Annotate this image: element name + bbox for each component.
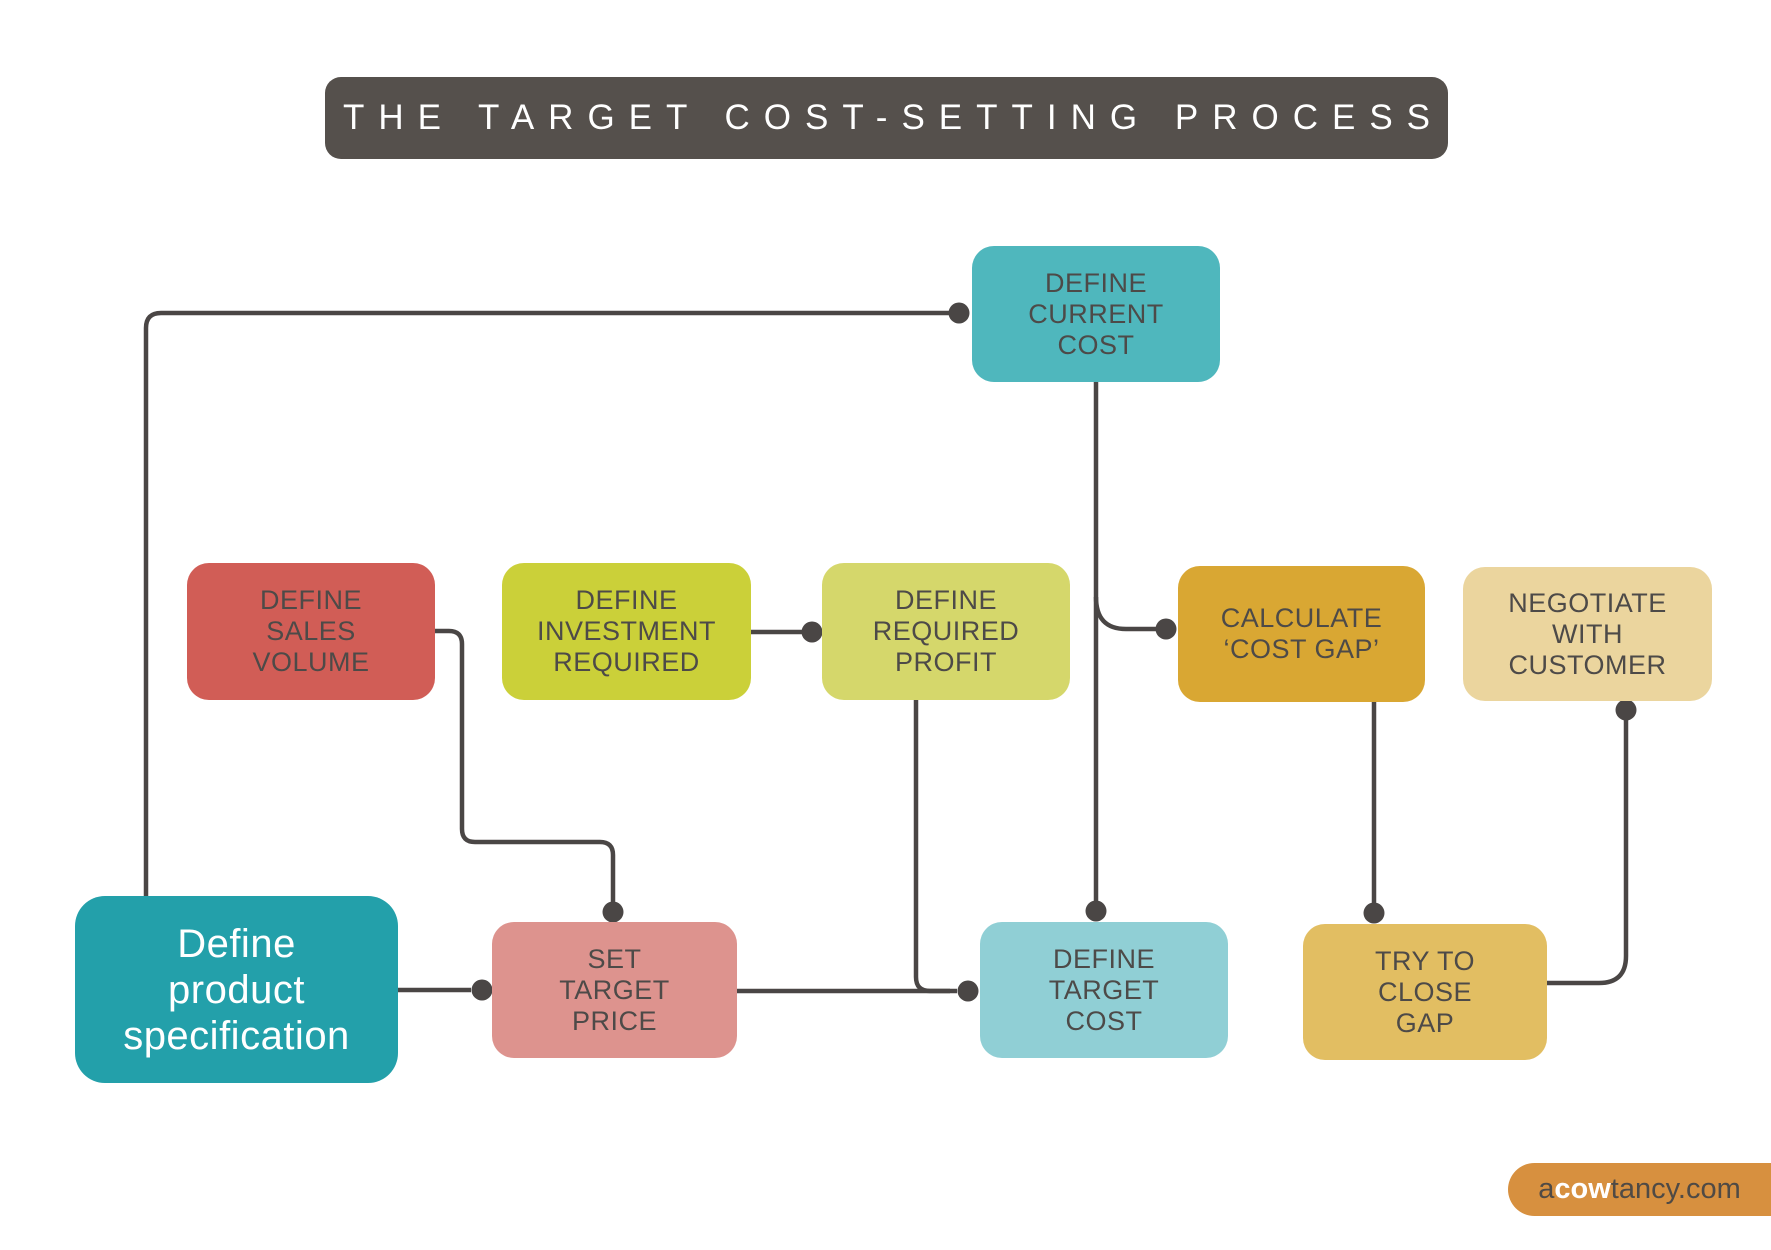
node-define-sales-volume: DEFINE SALES VOLUME [187,563,435,700]
node-label-define-required-profit: DEFINE REQUIRED PROFIT [872,585,1020,677]
connector-current-cost-to-calculate-cost-gap [1093,596,1156,632]
node-define-investment-required: DEFINE INVESTMENT REQUIRED [502,563,751,700]
node-define-target-cost: DEFINE TARGET COST [980,922,1228,1058]
logo-text-prefix: a [1538,1173,1555,1205]
node-label-define-product-specification: Define product specification [123,921,350,1058]
arrow-dot-target-cost-top [1085,900,1107,922]
node-try-to-close-gap: TRY TO CLOSE GAP [1303,924,1547,1060]
node-set-target-price: SET TARGET PRICE [492,922,737,1058]
arrow-dot-try-close-gap-top [1363,902,1385,924]
arrow-dot-current-cost [948,302,970,324]
title-bar: THE TARGET COST-SETTING PROCESS [325,77,1448,159]
connector-required-profit-to-target-cost [913,700,950,994]
arrow-dot-calculate-cost-gap [1155,618,1177,640]
node-label-define-target-cost: DEFINE TARGET COST [1048,943,1160,1036]
node-label-define-sales-volume: DEFINE SALES VOLUME [252,585,370,677]
connector-try-close-gap-to-negotiate [1547,720,1629,986]
arrow-dot-set-target-price-left [471,979,493,1001]
node-label-define-current-cost: DEFINE CURRENT COST [1028,267,1164,360]
node-define-current-cost: DEFINE CURRENT COST [972,246,1220,382]
arrow-dot-required-profit [801,621,823,643]
node-label-calculate-cost-gap: CALCULATE ‘COST GAP’ [1220,603,1383,664]
logo-text-suffix: tancy.com [1610,1173,1741,1205]
node-negotiate-with-customer: NEGOTIATE WITH CUSTOMER [1463,567,1712,701]
node-calculate-cost-gap: CALCULATE ‘COST GAP’ [1178,566,1425,702]
node-label-set-target-price: SET TARGET PRICE [559,943,670,1036]
arrow-dot-negotiate-bottom [1615,699,1637,721]
logo-text-highlight: cow [1554,1173,1611,1205]
page-title: THE TARGET COST-SETTING PROCESS [342,98,1445,137]
node-label-negotiate-with-customer: NEGOTIATE WITH CUSTOMER [1508,587,1667,680]
node-define-required-profit: DEFINE REQUIRED PROFIT [822,563,1070,700]
node-label-try-to-close-gap: TRY TO CLOSE GAP [1374,945,1476,1038]
node-label-define-investment-required: DEFINE INVESTMENT REQUIRED [536,585,716,677]
brand-logo: a cow tancy.com [1508,1163,1771,1216]
arrow-dot-target-cost-left [957,980,979,1002]
arrow-dot-set-target-price-top [602,901,624,923]
node-define-product-specification: Define product specification [75,896,398,1083]
